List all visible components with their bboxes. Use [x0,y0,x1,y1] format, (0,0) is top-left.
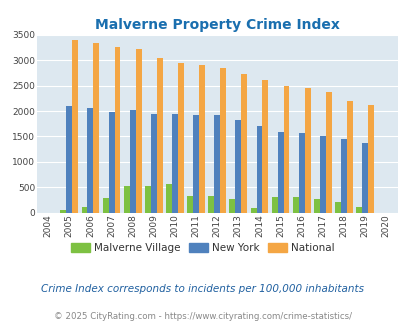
Bar [355,207,361,213]
Bar [177,63,183,213]
Bar [334,202,340,213]
Bar [250,208,256,213]
Bar [81,207,87,213]
Bar [241,74,247,213]
Bar [304,87,310,213]
Bar [102,198,108,213]
Bar [130,110,135,213]
Bar [135,50,141,213]
Bar [108,112,114,213]
Text: Crime Index corresponds to incidents per 100,000 inhabitants: Crime Index corresponds to incidents per… [41,284,364,294]
Bar [256,126,262,213]
Bar [151,114,156,213]
Bar [208,196,214,213]
Bar [325,92,331,213]
Bar [220,68,226,213]
Legend: Malverne Village, New York, National: Malverne Village, New York, National [67,239,338,257]
Bar [93,43,99,213]
Bar [313,199,319,213]
Bar [172,114,177,213]
Bar [145,186,151,213]
Bar [271,197,277,213]
Bar [229,199,235,213]
Bar [292,197,298,213]
Bar [60,210,66,213]
Bar [87,109,93,213]
Bar [166,184,172,213]
Bar [214,115,220,213]
Bar [361,143,367,213]
Bar [277,132,283,213]
Bar [283,86,289,213]
Title: Malverne Property Crime Index: Malverne Property Crime Index [94,18,339,32]
Text: © 2025 CityRating.com - https://www.cityrating.com/crime-statistics/: © 2025 CityRating.com - https://www.city… [54,313,351,321]
Bar [319,136,325,213]
Bar [114,47,120,213]
Bar [346,101,352,213]
Bar [72,40,78,213]
Bar [187,196,193,213]
Bar [367,105,373,213]
Bar [156,58,162,213]
Bar [340,139,346,213]
Bar [66,107,72,213]
Bar [262,81,268,213]
Bar [193,115,198,213]
Bar [235,120,241,213]
Bar [198,65,205,213]
Bar [298,133,304,213]
Bar [124,186,130,213]
